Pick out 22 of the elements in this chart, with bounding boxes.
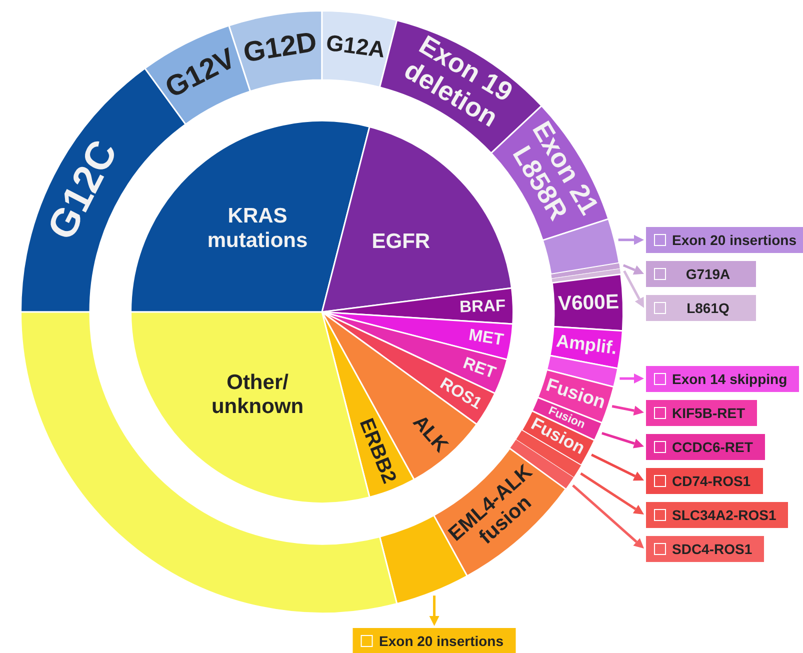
legend-label: L861Q bbox=[686, 298, 730, 318]
legend-label: Exon 14 skipping bbox=[672, 370, 788, 389]
legend-label: SDC4-ROS1 bbox=[672, 540, 752, 559]
slice-label: V600E bbox=[558, 291, 620, 316]
slice-label: KRAS mutations bbox=[207, 204, 308, 252]
slice-label: G12A bbox=[324, 30, 386, 62]
legend-label: SLC34A2-ROS1 bbox=[672, 506, 776, 525]
slice-label: EGFR bbox=[372, 230, 430, 254]
legend-label: Exon 20 insertions bbox=[379, 632, 504, 651]
slice-label: BRAF bbox=[459, 296, 506, 316]
slice-label: Other/unknown bbox=[211, 370, 304, 418]
legend-label: CCDC6-RET bbox=[672, 438, 753, 457]
legend-label: KIF5B-RET bbox=[672, 404, 746, 423]
slice-label: Amplif. bbox=[555, 330, 618, 358]
legend-label: Exon 20 insertions bbox=[672, 230, 796, 250]
legend-label: G719A bbox=[684, 264, 732, 284]
slice-label: G12D bbox=[241, 24, 319, 68]
slice-label: G12V bbox=[160, 42, 242, 104]
slice-label: RET bbox=[460, 353, 498, 382]
slice-label: MET bbox=[468, 324, 505, 350]
legend-label: CD74-ROS1 bbox=[672, 472, 751, 491]
slice-label: G12C bbox=[39, 134, 126, 247]
